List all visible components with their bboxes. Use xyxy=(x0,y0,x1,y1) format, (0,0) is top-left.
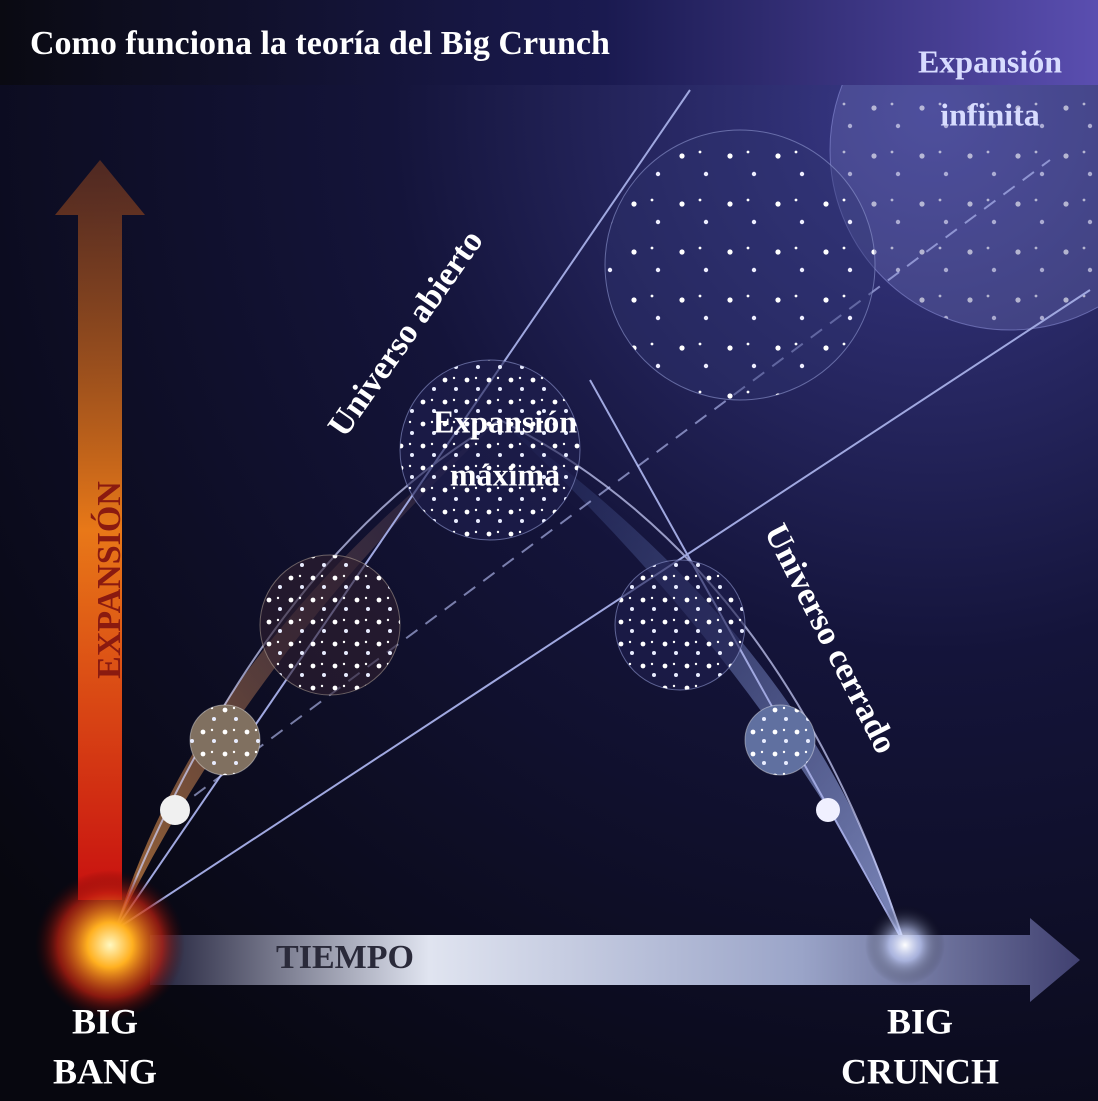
sphere xyxy=(816,798,840,822)
big-crunch-label: CRUNCH xyxy=(841,1051,999,1091)
horizontal-axis-label: TIEMPO xyxy=(276,939,414,976)
big-crunch-label: BIG xyxy=(887,1001,953,1041)
max-expansion-label: Expansión xyxy=(433,403,577,439)
big-crunch-glow xyxy=(865,905,945,985)
infinite-expansion-label: Expansión xyxy=(918,43,1062,79)
title: Como funciona la teoría del Big Crunch xyxy=(30,25,610,62)
sphere-stars xyxy=(745,705,815,775)
infinite-expansion-label: infinita xyxy=(940,96,1040,132)
sphere-stars xyxy=(615,560,745,690)
sphere-stars xyxy=(260,555,400,695)
big-bang-label: BIG xyxy=(72,1001,138,1041)
sphere-stars xyxy=(400,360,580,540)
sphere xyxy=(160,795,190,825)
big-bang-label: BANG xyxy=(53,1051,157,1091)
max-expansion-label: máxima xyxy=(450,456,560,492)
sphere-stars xyxy=(190,705,260,775)
big-bang-glow xyxy=(35,870,185,1020)
vertical-axis-label: EXPANSIÓN xyxy=(90,481,128,679)
diagram: Como funciona la teoría del Big Crunch E… xyxy=(0,0,1098,1101)
sphere-stars xyxy=(605,130,875,400)
